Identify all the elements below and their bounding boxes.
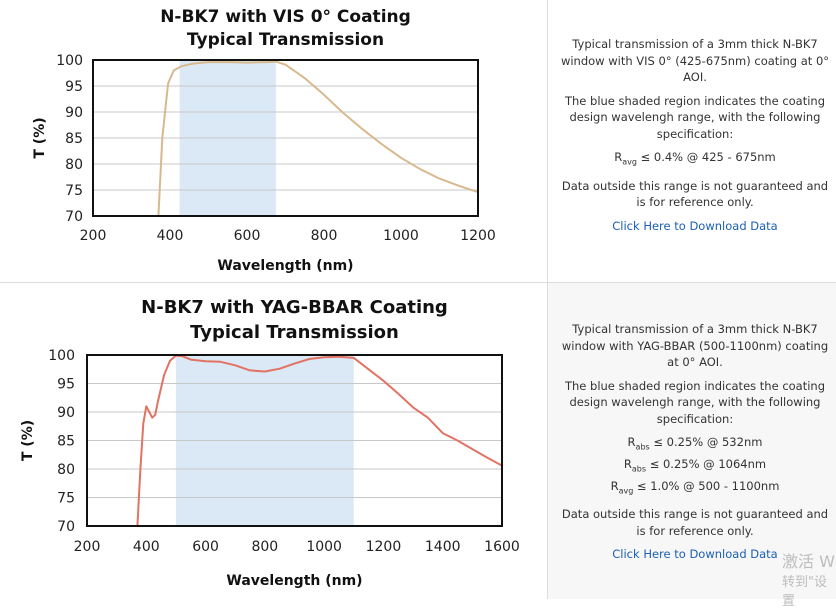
description-shaded-note: The blue shaded region indicates the coa… xyxy=(564,378,826,426)
x-tick-label: 600 xyxy=(234,228,261,244)
y-tick-label: 70 xyxy=(65,209,83,225)
x-tick-label: 1000 xyxy=(306,539,342,555)
spec-list: Rabs ≤ 0.25% @ 532nm Rabs ≤ 0.25% @ 1064… xyxy=(560,434,830,499)
x-tick-label: 1200 xyxy=(460,228,496,244)
spec-line: Rabs ≤ 0.25% @ 1064nm xyxy=(623,456,767,474)
x-tick-label: 1400 xyxy=(425,539,461,555)
y-tick-label: 75 xyxy=(65,183,83,199)
transmission-curve xyxy=(136,354,503,527)
y-tick-label: 90 xyxy=(65,105,83,121)
y-axis-label: T (%) xyxy=(32,117,48,158)
y-tick-label: 95 xyxy=(65,79,83,95)
activation-watermark-line2: 转到"设置 xyxy=(782,575,827,609)
description-shaded-note: The blue shaded region indicates the coa… xyxy=(564,93,826,141)
description-panel-vis: Typical transmission of a 3mm thick N-BK… xyxy=(548,0,836,282)
x-tick-label: 1600 xyxy=(484,539,520,555)
spec-line: Rabs ≤ 0.25% @ 532nm xyxy=(627,435,763,452)
y-tick-label: 70 xyxy=(57,519,75,535)
chart-row-vis: 70 75 80 85 90 95 100 200 400 600 800 1000 1200 N-BK7… xyxy=(0,0,836,282)
x-tick-label: 200 xyxy=(74,539,101,555)
y-tick-label: 85 xyxy=(57,434,75,450)
y-tick-label: 75 xyxy=(57,491,75,507)
spec-list: Ravg ≤ 0.4% @ 425 - 675nm xyxy=(560,149,830,171)
transmission-curve xyxy=(157,60,479,217)
activation-watermark-line1: 激活 W xyxy=(782,552,835,571)
x-tick-label: 600 xyxy=(192,539,219,555)
chart-title: N-BK7 with YAG-BBAR Coating xyxy=(141,297,448,318)
x-tick-label: 400 xyxy=(133,539,160,555)
transmission-chart-yag-bbar: 70 75 80 85 90 95 100 200 400 600 800 1000 1200 1400 1… xyxy=(20,297,520,589)
description-text-vis: Typical transmission of a 3mm thick N-BK… xyxy=(560,36,830,241)
description-intro: Typical transmission of a 3mm thick N-BK… xyxy=(560,37,830,84)
spec-line: Ravg ≤ 0.4% @ 425 - 675nm xyxy=(614,150,776,167)
x-tick-label: 200 xyxy=(80,228,107,244)
transmission-chart-vis: 70 75 80 85 90 95 100 200 400 600 800 1000 1200 N-BK7… xyxy=(32,7,496,274)
x-tick-label: 400 xyxy=(157,228,184,244)
chart-panel-vis: 70 75 80 85 90 95 100 200 400 600 800 1000 1200 N-BK7… xyxy=(0,0,548,282)
plot-frame xyxy=(92,59,479,217)
x-axis-label: Wavelength (nm) xyxy=(217,258,353,274)
y-tick-label: 85 xyxy=(65,131,83,147)
x-tick-label: 1000 xyxy=(383,228,419,244)
spec-line: Ravg ≤ 1.0% @ 500 - 1100nm xyxy=(610,478,780,495)
description-panel-yag-bbar: Typical transmission of a 3mm thick N-BK… xyxy=(548,283,836,599)
y-tick-label: 100 xyxy=(48,348,75,364)
x-axis-label: Wavelength (nm) xyxy=(226,573,362,589)
x-tick-label: 800 xyxy=(251,539,278,555)
y-tick-label: 90 xyxy=(57,405,75,421)
chart-panel-yag-bbar: 70 75 80 85 90 95 100 200 400 600 800 1000 1200 1400 1… xyxy=(0,283,548,599)
download-data-link[interactable]: Click Here to Download Data xyxy=(612,218,778,233)
y-tick-label: 80 xyxy=(65,157,83,173)
y-axis-label: T (%) xyxy=(20,420,36,461)
download-data-link[interactable]: Click Here to Download Data xyxy=(612,547,778,562)
description-disclaimer: Data outside this range is not guarantee… xyxy=(561,178,829,210)
x-tick-label: 800 xyxy=(311,228,338,244)
y-tick-label: 100 xyxy=(56,53,83,69)
description-disclaimer: Data outside this range is not guarantee… xyxy=(561,507,829,538)
x-tick-label: 1200 xyxy=(366,539,402,555)
chart-row-yag-bbar: 70 75 80 85 90 95 100 200 400 600 800 1000 1200 1400 1… xyxy=(0,282,836,599)
chart-subtitle: Typical Transmission xyxy=(190,322,399,343)
y-tick-label: 80 xyxy=(57,462,75,478)
description-intro: Typical transmission of a 3mm thick N-BK… xyxy=(561,322,829,369)
description-text-yag-bbar: Typical transmission of a 3mm thick N-BK… xyxy=(560,321,830,570)
y-tick-label: 95 xyxy=(57,377,75,393)
chart-title: N-BK7 with VIS 0° Coating xyxy=(160,7,411,27)
chart-subtitle: Typical Transmission xyxy=(187,30,384,50)
plot-frame xyxy=(86,354,503,527)
